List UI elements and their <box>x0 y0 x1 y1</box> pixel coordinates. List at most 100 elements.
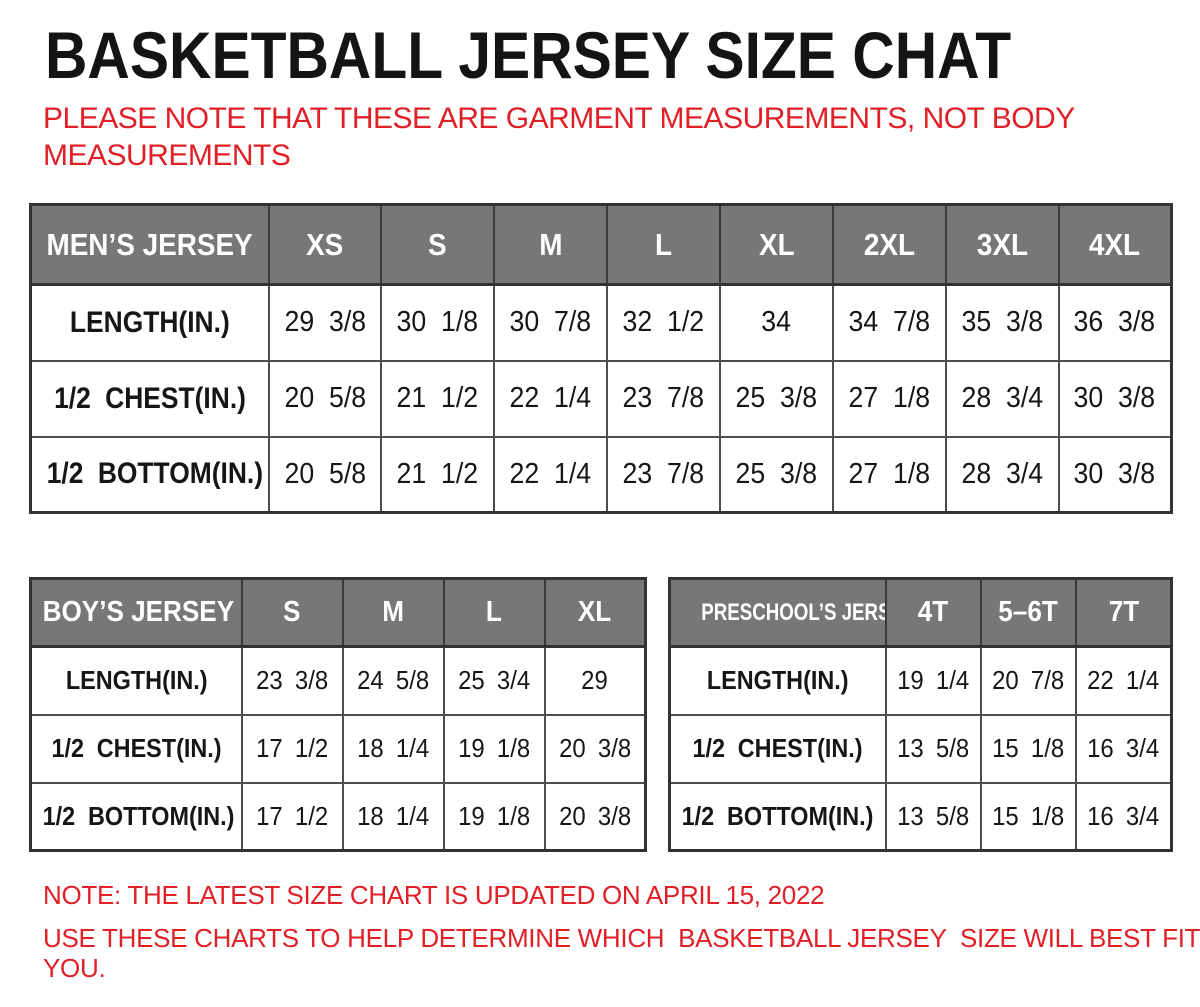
size-header-cell: M <box>493 203 609 286</box>
size-value: 16 3/4 <box>1087 733 1160 763</box>
measurement-row: LENGTH(IN.) 29 3/8 30 1/8 30 7/8 32 1/2 34 34 … <box>29 283 1173 362</box>
size-header-cell: S <box>380 203 496 286</box>
size-value: 13 5/8 <box>897 800 970 831</box>
size-value: 15 1/8 <box>992 800 1065 831</box>
garment-measurement-note: PLEASE NOTE THAT THESE ARE GARMENT MEASU… <box>43 100 1075 174</box>
size-value-cell: 15 1/8 <box>979 781 1078 852</box>
size-value-cell: 18 1/4 <box>341 713 445 784</box>
size-value-cell: 32 1/2 <box>606 283 721 362</box>
measurement-row: 1/2 CHEST(IN.) 20 5/8 21 1/2 22 1/4 23 7/8 25… <box>29 359 1173 438</box>
size-value: 34 <box>761 306 792 339</box>
size-value-cell: 20 5/8 <box>267 435 383 514</box>
row-label: LENGTH(IN.) <box>65 665 208 696</box>
size-value-cell: 17 1/2 <box>240 781 344 852</box>
row-label-cell: 1/2 CHEST(IN.) <box>668 713 887 784</box>
garment-note-line-2: MEASUREMENTS <box>43 139 291 172</box>
size-value-cell: 23 7/8 <box>606 359 721 438</box>
size-value-cell: 20 5/8 <box>267 359 383 438</box>
size-label: 5–6T <box>998 596 1059 628</box>
size-value-cell: 19 1/8 <box>442 713 546 784</box>
table-title-cell: MEN’S JERSEY <box>29 203 270 286</box>
size-value-cell: 20 3/8 <box>543 781 647 852</box>
size-value: 32 1/2 <box>622 306 705 339</box>
size-label: 4T <box>917 596 949 628</box>
row-label: LENGTH(IN.) <box>69 305 230 339</box>
size-value-cell: 23 3/8 <box>240 645 344 716</box>
size-label: S <box>283 596 301 628</box>
table-title-cell: BOY’S JERSEY <box>29 577 243 648</box>
measurement-row: 1/2 BOTTOM(IN.) 17 1/2 18 1/4 19 1/8 20 3/8 <box>29 781 647 852</box>
size-header-cell: 2XL <box>831 203 947 286</box>
size-value: 28 3/4 <box>961 457 1043 490</box>
table-title-cell: PRESCHOOL’S JERSEY <box>668 577 887 648</box>
measurement-row: 1/2 BOTTOM(IN.) 20 5/8 21 1/2 22 1/4 23 7/8 2… <box>29 435 1173 514</box>
size-value-cell: 34 <box>719 283 834 362</box>
size-value-cell: 21 1/2 <box>380 359 496 438</box>
size-value-cell: 19 1/4 <box>884 645 982 716</box>
size-value-cell: 23 7/8 <box>606 435 721 514</box>
size-header-cell: 7T <box>1075 577 1173 648</box>
size-value: 17 1/2 <box>255 733 329 763</box>
size-value: 25 3/8 <box>735 382 818 414</box>
size-label: 2XL <box>863 226 915 262</box>
size-label: M <box>539 226 563 262</box>
size-header-cell: XS <box>267 203 383 286</box>
table-title: MEN’S JERSEY <box>46 226 253 262</box>
size-value-cell: 15 1/8 <box>979 713 1078 784</box>
size-header-cell: 4XL <box>1057 203 1173 286</box>
size-value: 27 1/8 <box>848 457 931 490</box>
size-label: 4XL <box>1089 226 1141 262</box>
size-value-cell: 17 1/2 <box>240 713 344 784</box>
size-value-cell: 18 1/4 <box>341 781 445 852</box>
size-value-cell: 16 3/4 <box>1075 713 1173 784</box>
size-value-cell: 22 1/4 <box>493 435 609 514</box>
size-value-cell: 22 1/4 <box>1075 645 1173 716</box>
row-label: 1/2 CHEST(IN.) <box>692 733 863 763</box>
size-value-cell: 20 7/8 <box>979 645 1078 716</box>
row-label-cell: LENGTH(IN.) <box>29 645 243 716</box>
size-value: 23 7/8 <box>622 457 705 490</box>
size-value: 20 7/8 <box>992 665 1065 696</box>
size-value-cell: 35 3/8 <box>944 283 1060 362</box>
size-label: XS <box>306 226 344 262</box>
size-value: 21 1/2 <box>397 382 479 414</box>
size-value: 27 1/8 <box>848 382 931 414</box>
size-value: 21 1/2 <box>397 457 479 490</box>
size-label: M <box>382 596 404 628</box>
size-header-cell: 5–6T <box>979 577 1078 648</box>
header-row: PRESCHOOL’S JERSEY 4T 5–6T 7T <box>668 577 1173 648</box>
measurement-row: 1/2 BOTTOM(IN.) 13 5/8 15 1/8 16 3/4 <box>668 781 1173 852</box>
size-value: 20 5/8 <box>284 457 366 490</box>
size-header-cell: M <box>341 577 445 648</box>
row-label: 1/2 BOTTOM(IN.) <box>42 800 235 831</box>
size-value: 19 1/8 <box>457 800 531 831</box>
mens-jersey-size-table: MEN’S JERSEY XS S M L XL 2XL 3XL 4XL LENGTH(IN.) 2… <box>29 203 1173 514</box>
preschools-jersey-size-table: PRESCHOOL’S JERSEY 4T 5–6T 7T LENGTH(IN.) 19 … <box>668 577 1173 852</box>
size-value: 29 <box>581 665 609 696</box>
row-label-cell: 1/2 CHEST(IN.) <box>29 713 243 784</box>
size-header-cell: S <box>240 577 344 648</box>
size-header-cell: 4T <box>884 577 982 648</box>
size-value: 24 5/8 <box>356 665 430 696</box>
size-header-cell: XL <box>719 203 834 286</box>
row-label: 1/2 CHEST(IN.) <box>53 381 246 415</box>
size-value-cell: 25 3/8 <box>719 359 834 438</box>
size-value-cell: 34 7/8 <box>831 283 947 362</box>
size-value: 16 3/4 <box>1087 800 1160 831</box>
size-value-cell: 24 5/8 <box>341 645 445 716</box>
size-value-cell: 16 3/4 <box>1075 781 1173 852</box>
row-label-cell: LENGTH(IN.) <box>668 645 887 716</box>
page-title: BASKETBALL JERSEY SIZE CHAT <box>45 18 1012 92</box>
size-value: 19 1/4 <box>897 665 970 696</box>
size-value: 35 3/8 <box>961 306 1043 339</box>
size-value-cell: 25 3/8 <box>719 435 834 514</box>
size-label: 7T <box>1108 596 1139 628</box>
size-value-cell: 36 3/8 <box>1057 283 1173 362</box>
size-value: 18 1/4 <box>356 800 430 831</box>
row-label-cell: 1/2 BOTTOM(IN.) <box>29 435 270 514</box>
measurement-row: 1/2 CHEST(IN.) 17 1/2 18 1/4 19 1/8 20 3/8 <box>29 713 647 784</box>
size-header-cell: XL <box>543 577 647 648</box>
size-value-cell: 21 1/2 <box>380 435 496 514</box>
size-value-cell: 13 5/8 <box>884 713 982 784</box>
row-label-cell: LENGTH(IN.) <box>29 283 270 362</box>
